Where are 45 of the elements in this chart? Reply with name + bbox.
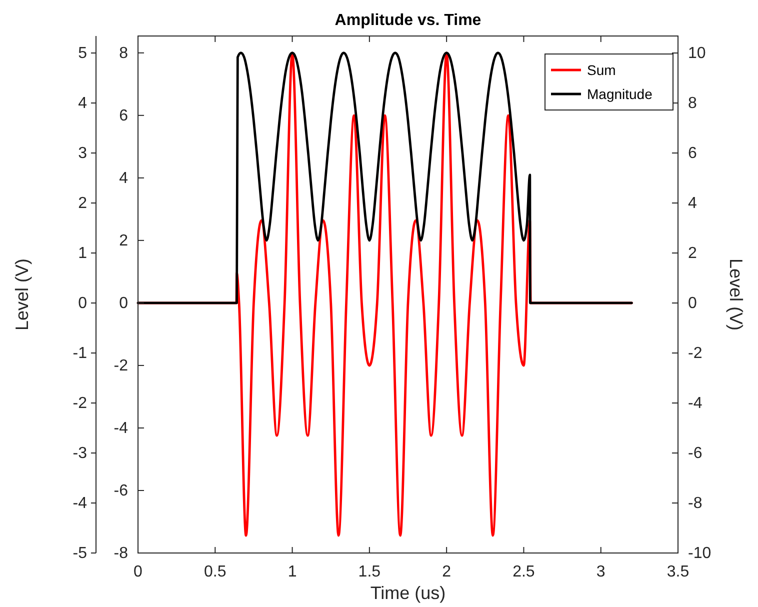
- legend-label: Magnitude: [587, 86, 653, 102]
- y3-tick-label: 1: [78, 245, 88, 262]
- x-tick-label: 0: [134, 563, 143, 580]
- legend-label: Sum: [587, 62, 616, 78]
- y2-tick-label: -10: [688, 545, 712, 562]
- y2-tick-label: -6: [688, 445, 702, 462]
- x-tick-label: 1: [288, 563, 297, 580]
- x-tick-label: 3.5: [666, 563, 690, 580]
- y2-axis-title: Level (V): [726, 258, 746, 331]
- y-tick-label: -4: [114, 420, 128, 438]
- y-tick-label: 0: [119, 295, 128, 312]
- y-tick-label: -2: [114, 358, 128, 375]
- y2-tick-label: -2: [688, 345, 702, 362]
- y2-tick-label: -4: [688, 395, 702, 412]
- y2-tick-label: 2: [688, 245, 697, 262]
- y3-tick-label: -4: [72, 495, 88, 512]
- y2-tick-label: 0: [688, 295, 697, 312]
- y-tick-label: -6: [114, 482, 128, 500]
- x-tick-label: 1.5: [358, 563, 381, 580]
- y2-tick-label: 8: [688, 95, 697, 112]
- y-tick-label: 8: [119, 45, 128, 62]
- x-tick-label: 0.5: [204, 563, 226, 580]
- y3-tick-label: 0: [78, 295, 88, 312]
- x-tick-label: 2.5: [512, 563, 535, 580]
- y3-tick-label: 4: [78, 95, 88, 112]
- y2-tick-label: 10: [688, 45, 706, 62]
- y-tick-label: 6: [119, 108, 128, 125]
- y2-tick-label: 6: [688, 145, 697, 162]
- y3-tick-label: -3: [72, 445, 88, 462]
- y-tick-label: 2: [119, 232, 128, 250]
- y-axis-title: Level (V): [12, 258, 32, 331]
- y3-tick-label: -2: [72, 395, 88, 412]
- y3-tick-label: 5: [78, 45, 88, 62]
- y3-tick-label: 3: [78, 145, 88, 162]
- y3-tick-label: -1: [72, 345, 88, 362]
- y-tick-label: -8: [114, 545, 128, 562]
- y3-tick-label: -5: [72, 545, 88, 562]
- y-tick-label: 4: [119, 170, 128, 188]
- chart-title: Amplitude vs. Time: [334, 12, 482, 29]
- x-tick-label: 3: [596, 563, 606, 580]
- x-tick-label: 2: [442, 563, 452, 580]
- y3-tick-label: 2: [78, 195, 88, 212]
- x-axis-title: Time (us): [370, 583, 446, 603]
- y2-tick-label: -8: [688, 495, 702, 512]
- y2-tick-label: 4: [688, 195, 697, 212]
